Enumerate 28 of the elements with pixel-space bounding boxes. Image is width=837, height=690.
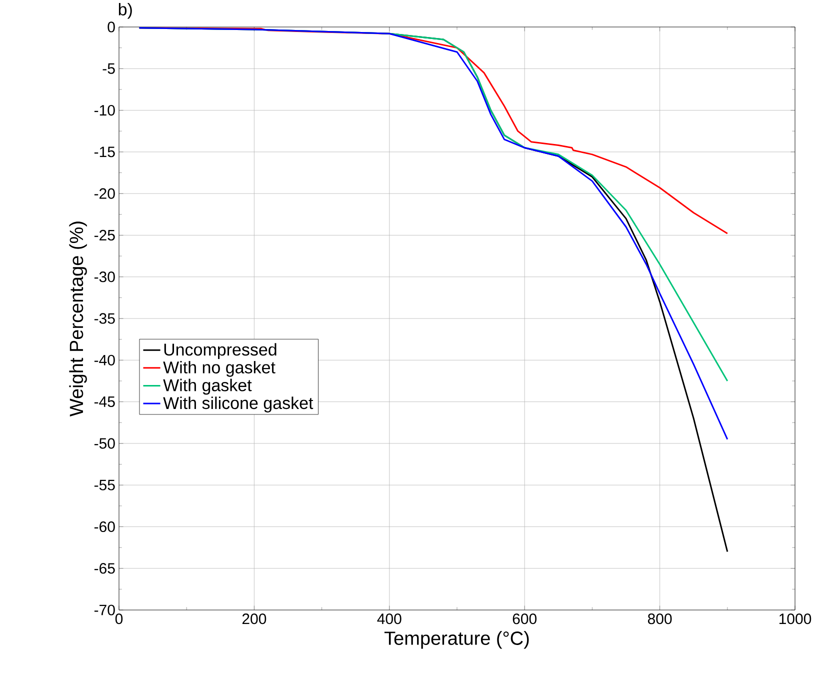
y-tick-label: -65 (94, 563, 115, 574)
y-axis-title: Weight Percentage (%) (69, 222, 87, 416)
x-tick-label: 1000 (779, 614, 812, 624)
y-tick-label: -70 (94, 604, 115, 616)
y-tick-label: -30 (94, 272, 115, 282)
y-tick-label: -25 (94, 230, 115, 241)
y-tick-label: -50 (94, 438, 115, 449)
chart-title: b) (118, 2, 132, 19)
y-tick-label: -10 (94, 104, 115, 116)
x-tick-label: 0 (115, 614, 123, 624)
y-tick-label: -35 (94, 313, 115, 324)
x-tick-label: 200 (242, 614, 266, 624)
legend-label: Uncompressed (164, 343, 276, 360)
legend-label: With gasket (163, 378, 252, 395)
legend-label: With silicone gasket (163, 396, 314, 412)
x-tick-label: 400 (377, 614, 402, 624)
y-tick-label: -45 (94, 396, 115, 408)
y-tick-label: 0 (108, 22, 115, 32)
y-tick-label: -40 (94, 354, 115, 366)
y-tick-label: -5 (102, 63, 115, 74)
y-tick-label: -55 (94, 480, 115, 490)
y-tick-label: -20 (94, 188, 115, 199)
x-tick-label: 800 (648, 614, 672, 624)
y-tick-label: -15 (94, 146, 115, 158)
x-axis-title: Temperature (°C) (384, 631, 529, 649)
legend-label: With no gasket (163, 360, 276, 377)
y-tick-label: -60 (94, 521, 115, 532)
x-tick-label: 600 (512, 614, 537, 624)
